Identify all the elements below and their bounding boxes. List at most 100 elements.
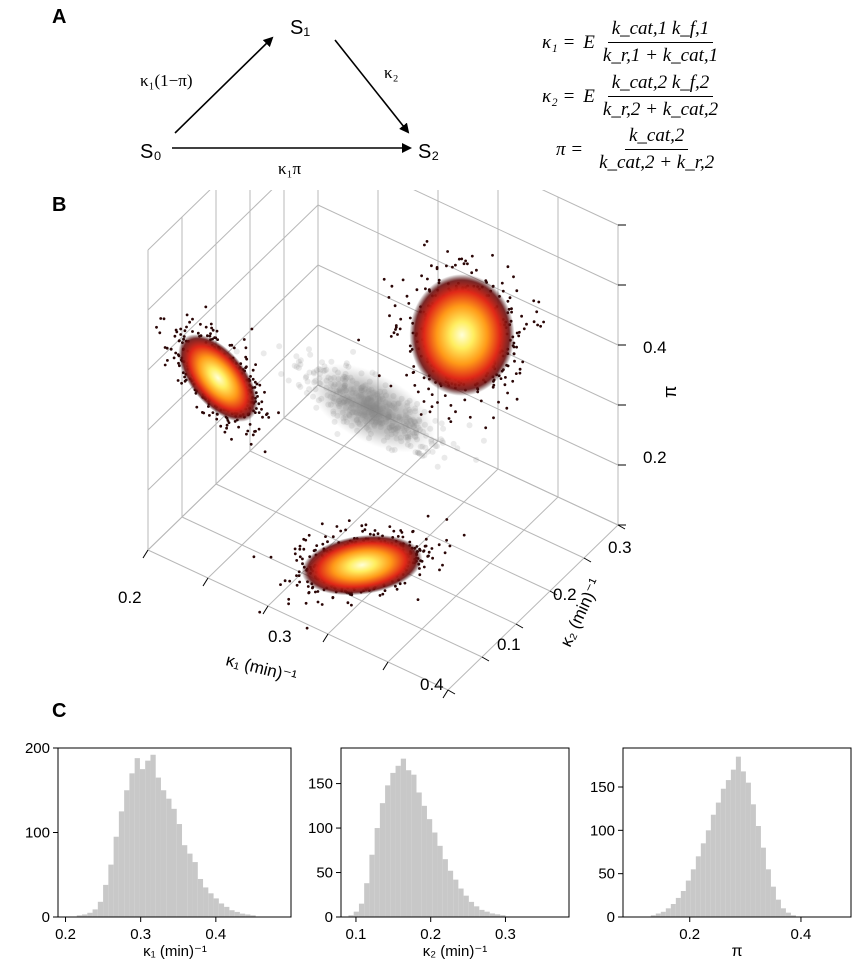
histogram-bar xyxy=(385,785,391,917)
sample-point xyxy=(227,421,231,424)
sample-point xyxy=(513,359,516,363)
cloud-point xyxy=(355,393,362,399)
cloud-point xyxy=(406,422,413,429)
cloud-point xyxy=(412,434,419,441)
sample-point xyxy=(449,420,453,423)
sample-point xyxy=(512,352,516,356)
floor-grid-line xyxy=(447,524,619,691)
histogram-bar xyxy=(145,760,151,917)
sample-point xyxy=(427,550,431,554)
cloud-point xyxy=(385,412,392,419)
sample-point xyxy=(426,277,429,281)
sample-point xyxy=(470,271,474,275)
cloud-point xyxy=(306,386,313,393)
cloud-point xyxy=(368,396,375,403)
sample-point xyxy=(279,583,282,586)
cloud-point xyxy=(348,404,354,411)
wall-grid-line xyxy=(147,144,319,311)
cloud-point xyxy=(340,399,347,406)
cloud-point xyxy=(406,416,413,423)
cloud-point xyxy=(365,409,372,416)
cloud-point xyxy=(402,413,409,420)
cloud-point xyxy=(358,370,365,377)
cloud-point xyxy=(371,389,378,396)
cloud-point xyxy=(341,385,348,391)
gray-cloud xyxy=(233,343,487,470)
histogram-bar xyxy=(406,770,412,917)
cloud-point xyxy=(392,425,399,432)
cloud-point xyxy=(346,412,353,419)
reaction-scheme: S₀ S₁ S₂ κ₁(1−π) κ₂ κ₁π xyxy=(140,17,439,178)
histogram-bar xyxy=(379,803,386,917)
cloud-point xyxy=(395,400,402,407)
sample-point xyxy=(506,391,509,395)
sample-point xyxy=(443,551,447,555)
sample-point xyxy=(401,535,405,539)
sample-point xyxy=(357,338,360,342)
histogram-bar xyxy=(245,914,251,917)
histogram-bar xyxy=(395,765,401,917)
histogram-bar xyxy=(690,869,696,917)
cloud-point xyxy=(413,429,420,436)
sample-point xyxy=(204,305,208,309)
state-s1: S₁ xyxy=(290,17,310,39)
cloud-point xyxy=(348,400,355,407)
sample-point xyxy=(518,330,521,334)
cloud-point xyxy=(361,411,368,418)
cloud-point xyxy=(392,430,399,437)
histogram-bar xyxy=(735,756,741,917)
sample-point xyxy=(169,347,173,351)
cloud-point xyxy=(405,433,411,440)
sample-point xyxy=(261,415,264,419)
sample-point xyxy=(522,327,526,331)
x-tick-mark xyxy=(142,549,149,559)
cloud-point xyxy=(381,388,388,395)
histogram-bar xyxy=(76,915,83,917)
sample-point xyxy=(175,330,179,334)
sample-point xyxy=(288,579,292,583)
cloud-point xyxy=(437,436,444,443)
cloud-point xyxy=(346,397,353,404)
sample-point xyxy=(307,533,311,537)
cloud-point xyxy=(432,443,439,450)
cloud-point xyxy=(375,419,382,426)
cloud-point xyxy=(412,433,419,440)
cloud-point xyxy=(339,375,346,382)
sample-point xyxy=(422,549,426,553)
cloud-point xyxy=(362,382,369,389)
sample-point xyxy=(195,405,199,409)
cloud-point xyxy=(359,401,366,408)
sample-point xyxy=(180,381,184,385)
cloud-point xyxy=(416,450,423,457)
sample-point xyxy=(499,377,503,380)
sample-point xyxy=(423,243,426,247)
cloud-point xyxy=(402,408,409,415)
cloud-point xyxy=(293,363,300,370)
cloud-point xyxy=(368,405,375,411)
cloud-point xyxy=(370,403,377,409)
sample-point xyxy=(298,580,301,584)
cloud-point xyxy=(429,448,436,455)
cloud-point xyxy=(371,415,378,421)
histogram-bar xyxy=(166,798,172,917)
cloud-point xyxy=(331,381,338,388)
sample-point xyxy=(346,601,350,605)
histogram-bar xyxy=(139,769,146,918)
sample-point xyxy=(389,335,393,338)
cloud-point xyxy=(341,373,347,380)
cloud-point xyxy=(384,434,391,441)
cloud-point xyxy=(407,409,414,415)
cloud-point xyxy=(387,424,393,431)
floor-grid-line xyxy=(147,549,449,691)
cloud-point xyxy=(348,422,355,429)
sample-point xyxy=(418,573,422,577)
cloud-point xyxy=(276,343,283,350)
histogram-bar xyxy=(745,782,751,917)
cloud-point xyxy=(361,409,368,416)
histogram-bar xyxy=(411,774,417,917)
cloud-point xyxy=(323,366,330,373)
y-tick-mark xyxy=(549,590,558,596)
sample-point xyxy=(398,327,402,331)
histogram-bar xyxy=(213,898,219,917)
cloud-point xyxy=(335,381,342,388)
